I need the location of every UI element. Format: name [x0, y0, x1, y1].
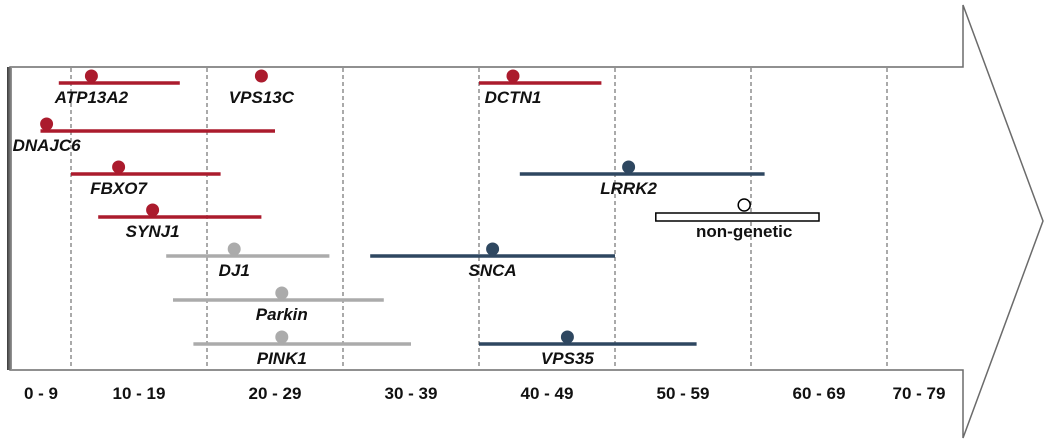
median-marker [737, 198, 751, 212]
gene-range-pink1: PINK1 [193, 330, 411, 368]
median-marker [560, 330, 574, 344]
gene-label: DNAJC6 [13, 136, 82, 155]
gene-range-vps35: VPS35 [479, 330, 697, 368]
gene-label: SNCA [469, 261, 517, 280]
median-marker [40, 117, 54, 131]
gene-label: PINK1 [257, 349, 307, 368]
gene-label: VPS35 [541, 349, 594, 368]
gene-label: SYNJ1 [126, 222, 180, 241]
age-bin-label: 0 - 9 [24, 384, 58, 403]
gene-range-atp13a2: ATP13A2 [54, 69, 180, 107]
median-marker [227, 242, 241, 256]
age-bin-label: 10 - 19 [113, 384, 166, 403]
range-bar [655, 212, 820, 222]
gene-range-vps13c: VPS13C [229, 69, 295, 107]
median-marker [486, 242, 500, 256]
timeline-arrow [9, 4, 1044, 439]
gene-range-parkin: Parkin [173, 286, 384, 324]
gene-label: DJ1 [219, 261, 250, 280]
median-marker [275, 286, 289, 300]
median-marker [506, 69, 520, 83]
gene-range-dctn1: DCTN1 [479, 69, 602, 107]
age-bin-label: 50 - 59 [657, 384, 710, 403]
median-marker [254, 69, 268, 83]
age-bin-label: 40 - 49 [521, 384, 574, 403]
age-bin-label: 60 - 69 [793, 384, 846, 403]
median-marker [84, 69, 98, 83]
gene-label: non-genetic [696, 222, 792, 241]
gene-label: ATP13A2 [54, 88, 129, 107]
gene-range-lrrk2: LRRK2 [519, 160, 765, 198]
median-marker [622, 160, 636, 174]
median-marker [275, 330, 289, 344]
gene-range-dj1: DJ1 [166, 242, 330, 280]
gene-range-non-genetic: non-genetic [655, 198, 820, 241]
arrow-left-edge [7, 67, 12, 370]
gene-label: FBXO7 [90, 179, 148, 198]
gene-label: LRRK2 [600, 179, 657, 198]
gene-label: VPS13C [229, 88, 295, 107]
age-bin-label: 30 - 39 [385, 384, 438, 403]
median-marker [112, 160, 126, 174]
gene-range-snca: SNCA [370, 242, 615, 280]
gene-range-fbxo7: FBXO7 [71, 160, 221, 198]
gene-label: DCTN1 [485, 88, 542, 107]
median-marker [146, 203, 160, 217]
age-bin-label: 20 - 29 [249, 384, 302, 403]
gene-range-synj1: SYNJ1 [98, 203, 262, 241]
gene-label: Parkin [256, 305, 308, 324]
age-bin-label: 70 - 79 [893, 384, 946, 403]
gene-range-dnajc6: DNAJC6 [13, 117, 275, 155]
